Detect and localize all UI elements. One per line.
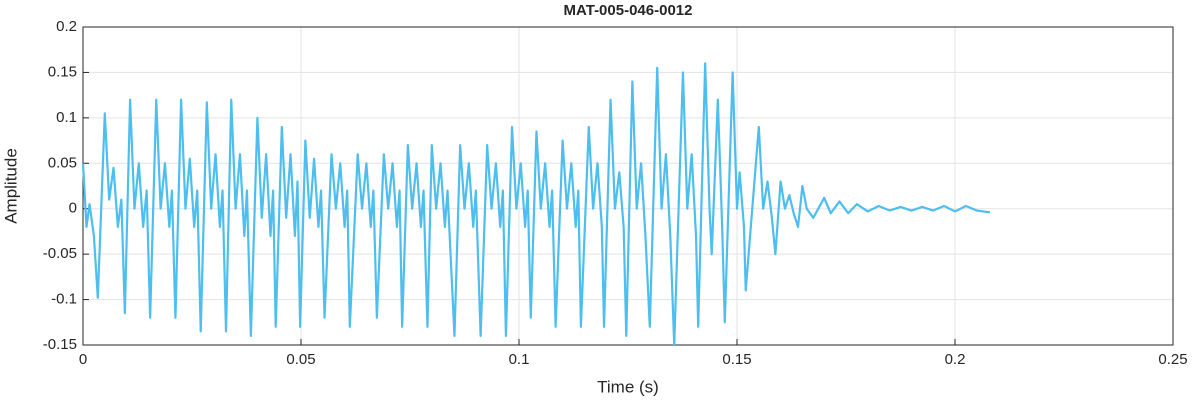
y-tick-label: -0.05 (43, 245, 77, 262)
y-tick-label: 0.15 (48, 63, 77, 80)
x-tick-label: 0.05 (286, 351, 315, 368)
y-tick-label: 0.05 (48, 154, 77, 171)
y-tick-label: 0.2 (56, 18, 77, 35)
x-tick-label: 0.15 (722, 351, 751, 368)
waveform-line (81, 62, 991, 347)
x-tick-label: 0.1 (509, 351, 530, 368)
y-tick-label: -0.15 (43, 336, 77, 353)
x-tick-label: 0 (79, 351, 87, 368)
x-tick-label: 0.25 (1158, 351, 1187, 368)
x-axis-label: Time (s) (597, 377, 659, 396)
x-tick-label: 0.2 (945, 351, 966, 368)
y-tick-label: -0.1 (51, 291, 77, 308)
y-tick-label: 0.1 (56, 109, 77, 126)
plot-frame (82, 26, 1174, 346)
y-axis-label: Amplitude (1, 148, 20, 224)
chart-title: MAT-005-046-0012 (564, 2, 693, 19)
y-tick-label: 0 (69, 200, 77, 217)
